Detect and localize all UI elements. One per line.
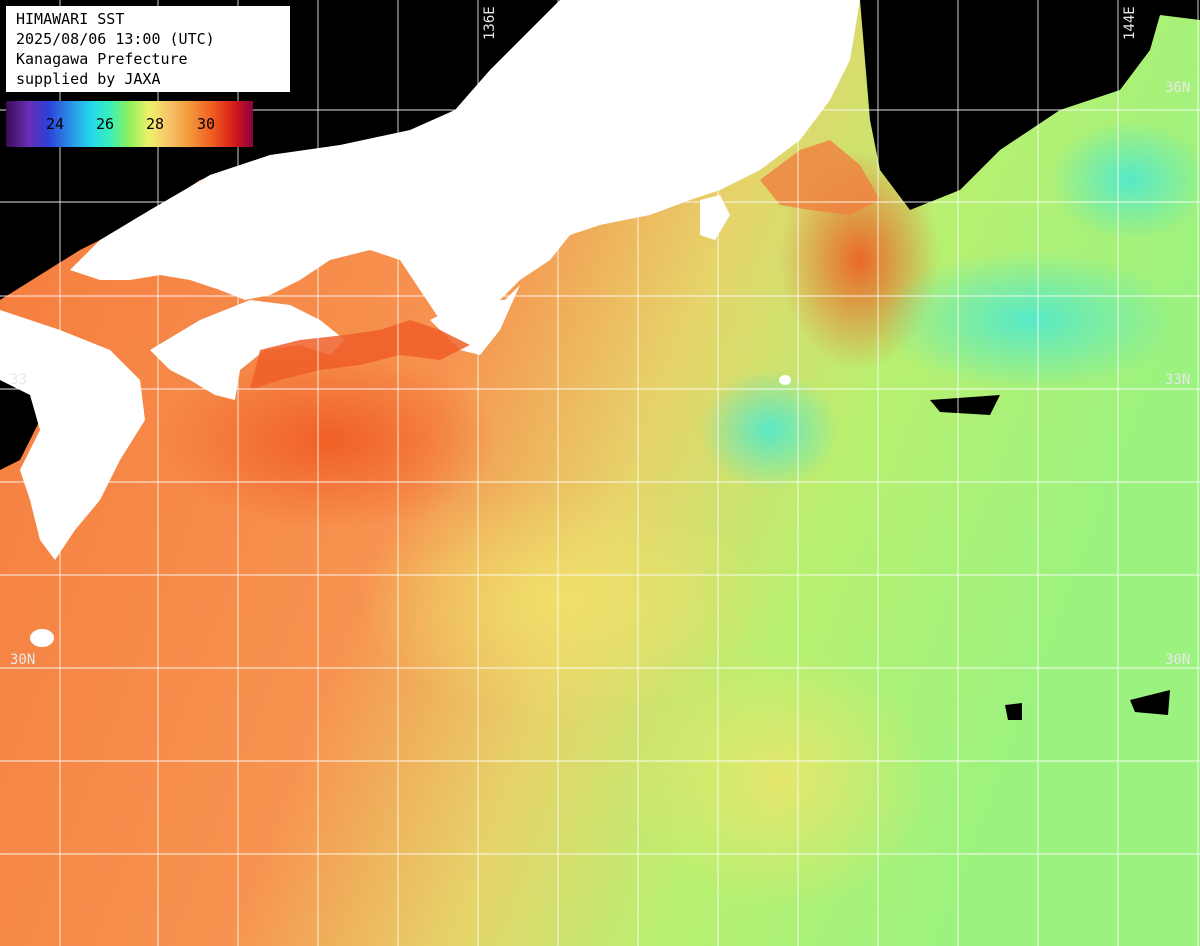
warm-band	[630, 650, 930, 910]
latitude-label-30-left: 30N	[10, 652, 36, 668]
no-data-region	[930, 395, 1000, 415]
colorbar-tick-26: 26	[96, 115, 115, 133]
no-data-region	[0, 380, 40, 470]
longitude-label-136e: 136E	[482, 6, 498, 40]
no-data-region	[1130, 690, 1170, 715]
latitude-label-30-right: 30N	[1165, 652, 1191, 668]
colorbar-tick-28: 28	[146, 115, 165, 133]
temperature-colorbar: 24 26 28 30	[6, 101, 253, 147]
cool-eddy	[880, 250, 1180, 390]
land-island	[779, 375, 791, 385]
land-izu	[700, 195, 730, 240]
coastal-warm-water	[250, 320, 470, 390]
land-kyushu	[0, 310, 145, 560]
observation-time: 2025/08/06 13:00 (UTC)	[16, 30, 215, 48]
land-honshu	[70, 0, 860, 345]
data-credit: supplied by JAXA	[16, 70, 161, 88]
land-shikoku	[150, 300, 345, 400]
cool-eddy	[700, 370, 840, 490]
colorbar-tick-30: 30	[197, 115, 216, 133]
land-island	[30, 629, 54, 647]
no-data-region	[860, 0, 1200, 210]
latitude-label-33-left: 33	[10, 372, 27, 388]
no-data-region	[1005, 703, 1022, 720]
product-title: HIMAWARI SST	[16, 10, 125, 28]
warm-band	[360, 480, 760, 720]
longitude-label-144e: 144E	[1122, 6, 1138, 40]
coastal-warm-water	[760, 140, 880, 215]
colorbar-tick-24: 24	[46, 115, 65, 133]
latitude-label-36-right: 36N	[1165, 80, 1191, 96]
region-name: Kanagawa Prefecture	[16, 50, 188, 68]
map-info-box: HIMAWARI SST 2025/08/06 13:00 (UTC) Kana…	[6, 6, 290, 92]
cool-eddy	[1050, 120, 1200, 240]
warm-eddy	[160, 350, 500, 530]
latitude-label-33-right: 33N	[1165, 372, 1191, 388]
